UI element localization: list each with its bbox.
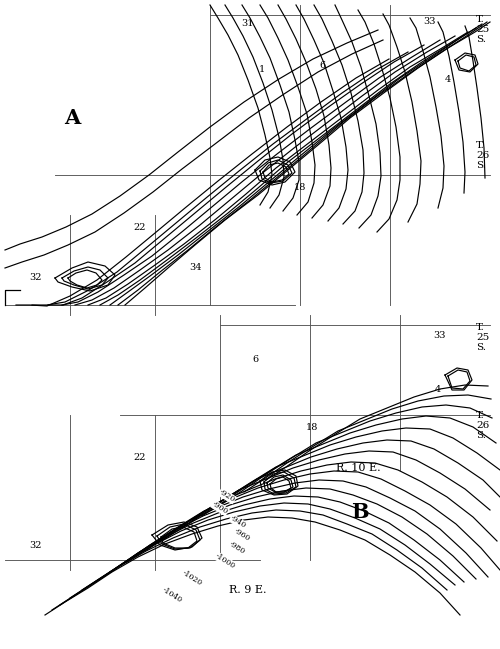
Text: -960: -960 xyxy=(232,527,252,543)
Text: 6: 6 xyxy=(319,60,325,69)
Text: 4: 4 xyxy=(445,75,451,84)
Text: -900: -900 xyxy=(210,500,230,516)
Text: 22: 22 xyxy=(134,454,146,463)
Text: R. 9 E.: R. 9 E. xyxy=(229,585,267,595)
Text: 34: 34 xyxy=(189,263,201,273)
Text: T.: T. xyxy=(476,140,485,149)
Text: 25: 25 xyxy=(476,25,489,34)
Text: 25: 25 xyxy=(476,334,489,343)
Text: S.: S. xyxy=(476,343,486,352)
Text: T.: T. xyxy=(476,411,485,419)
Text: 33: 33 xyxy=(424,18,436,27)
Text: 22: 22 xyxy=(134,223,146,232)
Text: -940: -940 xyxy=(228,514,248,530)
Text: -1020: -1020 xyxy=(180,569,204,587)
Text: 32: 32 xyxy=(29,273,41,282)
Text: B: B xyxy=(351,502,369,522)
Text: 18: 18 xyxy=(294,184,306,193)
Text: 1: 1 xyxy=(259,66,265,75)
Text: -1000: -1000 xyxy=(214,552,236,570)
Text: 18: 18 xyxy=(306,424,318,432)
Text: 31: 31 xyxy=(242,19,254,29)
Text: -1040: -1040 xyxy=(160,586,184,604)
Text: 26: 26 xyxy=(476,151,489,160)
Text: S.: S. xyxy=(476,36,486,45)
Text: -920: -920 xyxy=(218,488,236,504)
Text: R. 10 E.: R. 10 E. xyxy=(336,463,380,473)
Text: 32: 32 xyxy=(29,541,41,550)
Text: S.: S. xyxy=(476,160,486,169)
Text: 6: 6 xyxy=(252,356,258,365)
Text: 4: 4 xyxy=(435,386,441,395)
Text: 26: 26 xyxy=(476,421,489,430)
Text: T.: T. xyxy=(476,323,485,332)
Text: 33: 33 xyxy=(434,330,446,339)
Text: -980: -980 xyxy=(228,540,246,556)
Text: T.: T. xyxy=(476,16,485,25)
Text: A: A xyxy=(64,108,80,128)
Text: S.: S. xyxy=(476,430,486,439)
